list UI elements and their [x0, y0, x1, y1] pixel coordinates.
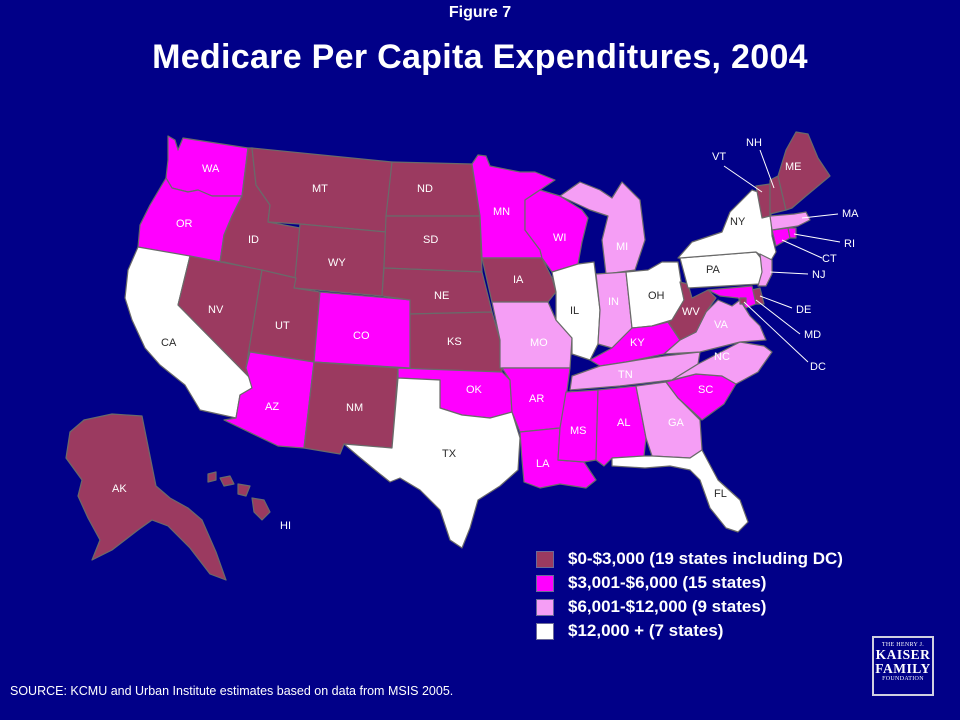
legend-label: $12,000 + (7 states)	[568, 621, 724, 640]
label-ND: ND	[417, 183, 433, 195]
label-MI: MI	[616, 241, 628, 253]
label-NM: NM	[346, 402, 363, 414]
label-MN: MN	[493, 206, 510, 218]
label-CT: CT	[822, 253, 837, 265]
label-WV: WV	[682, 306, 700, 318]
label-KS: KS	[447, 336, 462, 348]
legend-label: $6,001-$12,000 (9 states)	[568, 597, 767, 616]
label-LA: LA	[536, 458, 550, 470]
label-OH: OH	[648, 290, 665, 302]
state-HI	[207, 471, 271, 521]
state-RI	[787, 227, 797, 239]
label-AZ: AZ	[265, 401, 279, 413]
state-TN	[569, 351, 701, 391]
logo-line: THE HENRY J.	[881, 642, 925, 648]
label-MT: MT	[312, 183, 328, 195]
state-AK	[65, 413, 227, 581]
label-leader-lines	[723, 149, 841, 363]
state-VT	[755, 183, 771, 219]
label-VA: VA	[714, 319, 729, 331]
label-AL: AL	[617, 417, 630, 429]
kaiser-family-foundation-logo: THE HENRY J. KAISER FAMILY FOUNDATION	[872, 636, 934, 696]
state-MI	[559, 181, 646, 275]
label-WA: WA	[202, 163, 220, 175]
legend-swatch	[536, 599, 554, 616]
label-ME: ME	[785, 161, 802, 173]
logo-line: FOUNDATION	[882, 676, 924, 682]
state-MA	[769, 211, 811, 231]
label-KY: KY	[630, 337, 645, 349]
label-DC: DC	[810, 361, 826, 373]
label-VT: VT	[712, 151, 726, 163]
label-CA: CA	[161, 337, 177, 349]
source-note: SOURCE: KCMU and Urban Institute estimat…	[10, 684, 454, 698]
label-NH: NH	[746, 137, 762, 149]
state-WV	[667, 281, 717, 341]
label-GA: GA	[668, 417, 685, 429]
label-NC: NC	[714, 351, 730, 363]
legend-swatch	[536, 551, 554, 568]
state-ND	[385, 161, 481, 217]
state-NJ	[757, 253, 773, 287]
label-IA: IA	[513, 274, 524, 286]
label-AR: AR	[529, 393, 544, 405]
label-CO: CO	[353, 330, 370, 342]
label-MA: MA	[842, 208, 859, 220]
label-DE: DE	[796, 304, 811, 316]
label-SD: SD	[423, 234, 438, 246]
state-FL	[611, 449, 749, 533]
label-SC: SC	[698, 384, 713, 396]
page-title: Medicare Per Capita Expenditures, 2004	[152, 38, 808, 76]
label-NJ: NJ	[812, 269, 825, 281]
label-ID: ID	[248, 234, 259, 246]
label-OR: OR	[176, 218, 193, 230]
label-NE: NE	[434, 290, 449, 302]
legend-label: $0-$3,000 (19 states including DC)	[568, 549, 843, 568]
label-WY: WY	[328, 257, 346, 269]
state-ME	[777, 131, 831, 211]
legend-swatch	[536, 575, 554, 592]
label-IN: IN	[608, 296, 619, 308]
label-PA: PA	[706, 264, 721, 276]
label-AK: AK	[112, 483, 127, 495]
label-HI: HI	[280, 520, 291, 532]
label-TN: TN	[618, 369, 633, 381]
label-UT: UT	[275, 320, 290, 332]
label-NY: NY	[730, 216, 746, 228]
legend-label: $3,001-$6,000 (15 states)	[568, 573, 767, 592]
state-WI	[524, 189, 589, 273]
state-MO	[491, 301, 573, 369]
label-OK: OK	[466, 384, 483, 396]
label-WI: WI	[553, 232, 566, 244]
label-RI: RI	[844, 238, 855, 250]
label-TX: TX	[442, 448, 457, 460]
label-NV: NV	[208, 304, 224, 316]
label-IL: IL	[570, 305, 579, 317]
label-MO: MO	[530, 337, 548, 349]
label-FL: FL	[714, 488, 727, 500]
legend-swatch	[536, 623, 554, 640]
state-TX	[343, 377, 521, 549]
label-MD: MD	[804, 329, 821, 341]
logo-line: FAMILY	[875, 661, 931, 676]
state-labels: WA OR CA ID NV MT WY UT AZ CO NM ND SD N…	[112, 137, 859, 532]
figure-label: Figure 7	[448, 4, 512, 21]
state-CT	[771, 227, 791, 247]
state-NC	[671, 341, 773, 385]
logo-line: KAISER	[875, 647, 931, 662]
label-MS: MS	[570, 425, 587, 437]
